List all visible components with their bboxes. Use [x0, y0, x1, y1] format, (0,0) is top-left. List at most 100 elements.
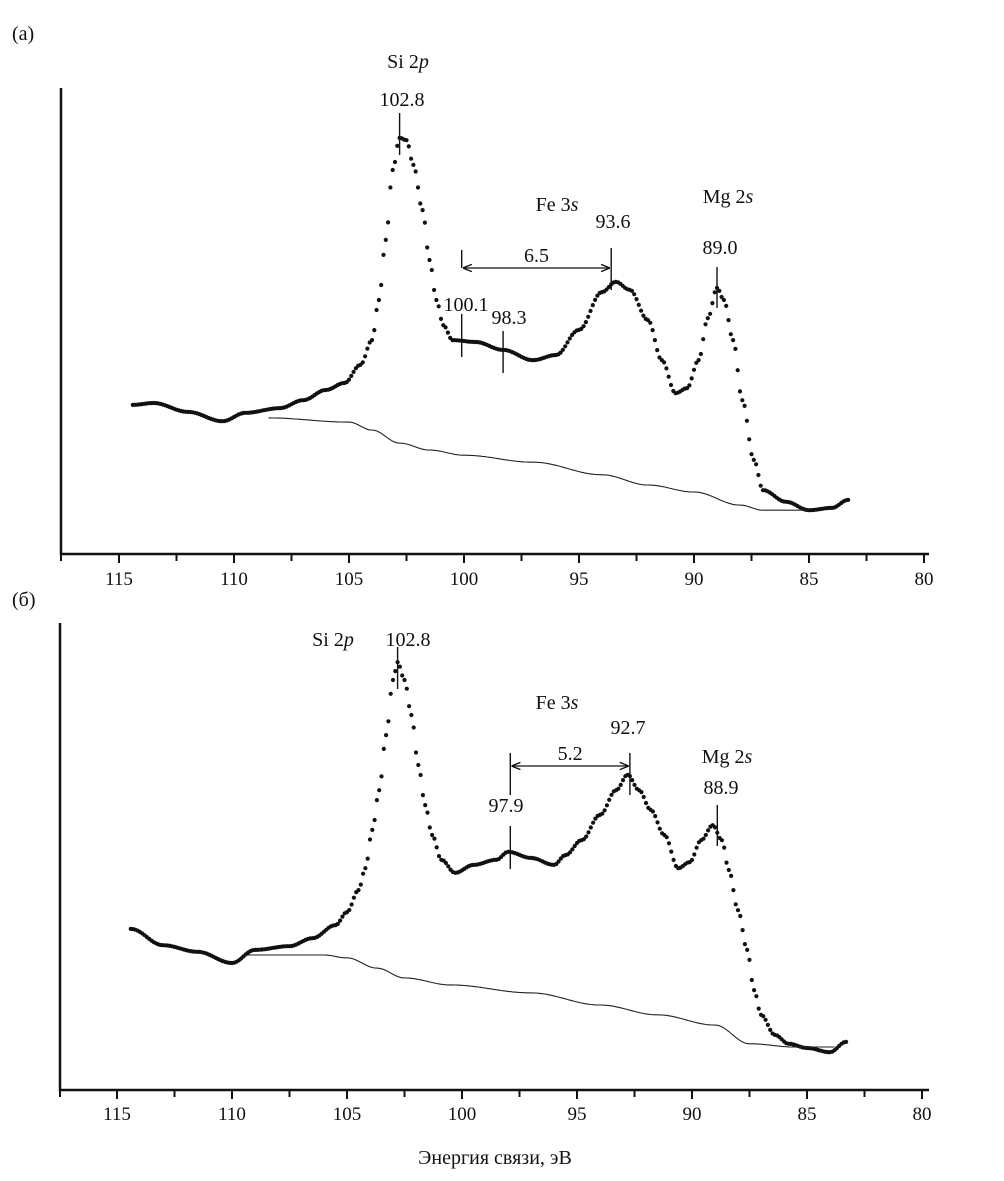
spectrum-point: [754, 994, 759, 999]
spectrum-point: [701, 836, 706, 841]
spectrum-point: [407, 704, 412, 709]
spectrum-point: [604, 803, 610, 808]
x-tick-label: 85: [800, 569, 819, 590]
spectrum-point: [657, 826, 662, 831]
spectrum-point: [629, 288, 635, 293]
spectrum-point: [388, 185, 393, 190]
spectrum-point: [406, 144, 411, 149]
spectrum-point: [666, 374, 671, 379]
spectrum-point: [593, 297, 598, 302]
splitting-value-label: 5.2: [558, 743, 583, 765]
spectrum-point: [724, 860, 729, 865]
spectrum-point: [443, 860, 448, 866]
spectrum-point: [664, 366, 669, 371]
spectrum-point: [691, 367, 697, 372]
spectrum-point: [434, 297, 439, 303]
spectrum-point: [671, 857, 676, 863]
peak-energy-label: 100.1: [444, 294, 489, 316]
spectrum-point: [634, 297, 639, 302]
spectrum-point: [689, 857, 695, 863]
spectrum-point: [664, 835, 669, 840]
spectrum-point: [756, 1006, 761, 1011]
spectrum-point: [717, 288, 722, 293]
spectrum-point: [653, 814, 658, 819]
spectrum-point: [425, 245, 430, 250]
spectrum-point: [650, 328, 655, 333]
x-tick-label: 105: [335, 569, 364, 590]
spectrum-point: [733, 902, 738, 907]
spectrum-point: [712, 825, 718, 830]
spectrum-point: [735, 908, 741, 913]
spectrum-point: [765, 1022, 771, 1027]
spectrum-point: [347, 907, 352, 913]
spectrum-point: [698, 351, 704, 357]
spectrum-point: [420, 793, 425, 798]
spectrum-point: [703, 832, 708, 838]
spectrum-point: [754, 462, 759, 467]
spectrum-point: [349, 902, 354, 907]
spectrum-point: [413, 750, 419, 755]
spectrum-point: [443, 325, 448, 330]
spectrum-point: [706, 828, 711, 833]
spectrum-point: [425, 810, 430, 815]
spectrum-point: [710, 301, 715, 306]
spectrum-point: [383, 237, 388, 242]
spectrum-point: [735, 368, 740, 373]
spectrum-point: [692, 852, 697, 857]
spectrum-point: [738, 913, 743, 919]
spectrum-point: [360, 360, 365, 365]
spectrum-point: [411, 725, 416, 730]
x-tick-label: 90: [683, 1104, 702, 1125]
spectrum-point: [745, 947, 750, 953]
spectrum-point: [632, 782, 637, 788]
spectrum-point: [609, 792, 614, 797]
spectrum-point: [349, 373, 354, 378]
background-line: [268, 417, 809, 511]
spectrum-point: [639, 790, 644, 795]
spectrum-point: [374, 798, 379, 803]
spectrum-point: [338, 918, 343, 923]
spectrum-point: [365, 346, 370, 351]
spectrum-point: [632, 292, 637, 297]
panel-label: (б): [12, 589, 36, 611]
peak-name-label: Mg 2s: [702, 746, 753, 768]
spectrum-point: [363, 354, 368, 359]
spectrum-point: [423, 803, 428, 808]
spectrum-point: [572, 843, 577, 849]
spectrum-point: [600, 811, 605, 816]
spectrum-point: [768, 1027, 773, 1032]
spectrum-point: [379, 774, 384, 779]
spectrum-point: [388, 691, 393, 696]
spectrum-point: [363, 866, 368, 871]
spectrum-point: [588, 308, 593, 314]
spectrum-point: [719, 838, 725, 843]
panel-label: (a): [12, 23, 34, 45]
spectrum-point: [648, 320, 653, 325]
x-tick-label: 85: [798, 1104, 817, 1125]
spectrum-point: [379, 282, 384, 288]
spectrum-point: [607, 797, 612, 802]
spectrum-point: [361, 871, 366, 876]
spectrum-point: [358, 882, 363, 887]
spectrum-point: [413, 169, 418, 174]
spectrum-point: [563, 344, 568, 349]
x-tick-label: 100: [450, 569, 479, 590]
spectrum-point: [390, 167, 395, 173]
spectrum-point: [586, 314, 591, 319]
spectrum-point: [560, 347, 566, 352]
spectrum-point: [747, 957, 752, 963]
panel-b: (б) 115 110 105 100 95 90 85 80 Si 2p 102.8 Fe 3s 92…: [12, 589, 932, 1125]
spectrum-point: [740, 928, 745, 933]
spectrum-point: [650, 809, 656, 814]
spectrum-point: [374, 307, 379, 313]
spectrum-point: [436, 304, 441, 309]
spectrum-point: [708, 311, 713, 316]
spectrum-point: [427, 257, 432, 263]
spectrum-point: [737, 389, 743, 394]
spectrum-point: [434, 845, 439, 850]
peak-energy-label: 97.9: [489, 795, 524, 817]
x-tick-label: 110: [220, 569, 248, 590]
spectrum-point: [643, 800, 649, 806]
spectrum-point: [620, 778, 626, 783]
